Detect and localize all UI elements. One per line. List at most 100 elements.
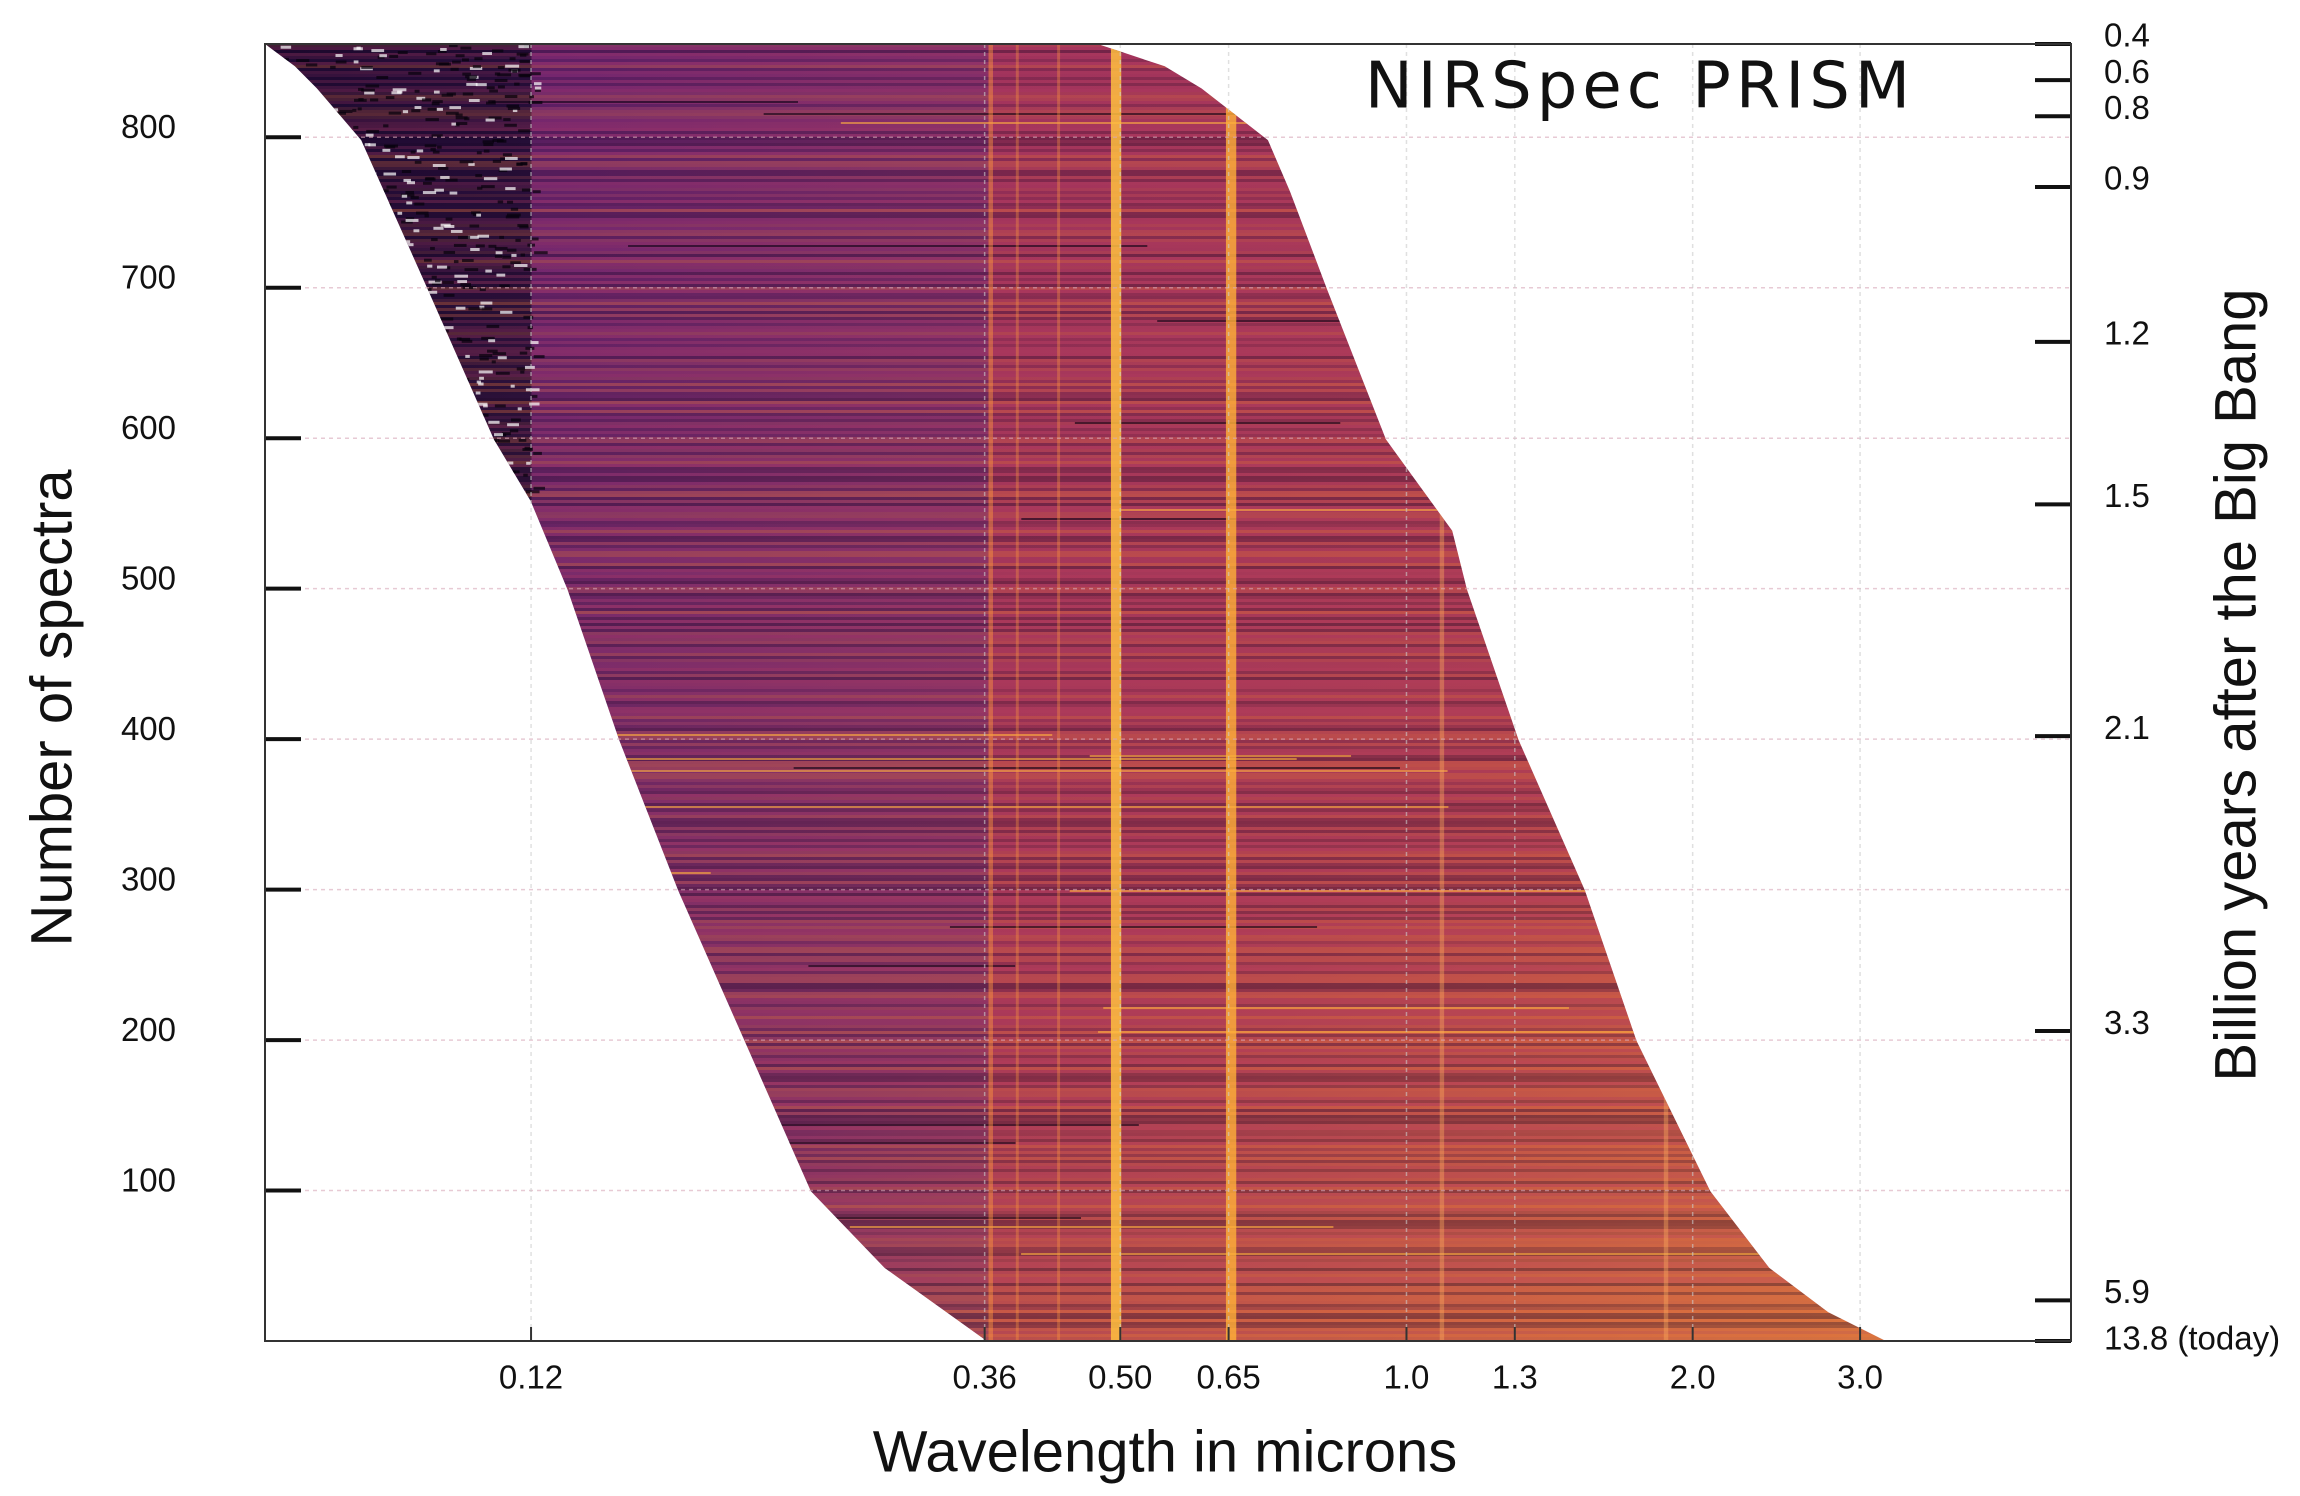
heatmap-speck (344, 409, 359, 413)
heatmap-speck (332, 256, 347, 260)
heatmap-speck (464, 268, 479, 272)
heatmap-speck (277, 582, 283, 586)
heatmap-speck (414, 106, 422, 110)
heatmap-speck (432, 163, 446, 167)
heatmap-speck (479, 357, 489, 361)
heatmap-speck (300, 313, 307, 317)
heatmap-row (265, 299, 1888, 302)
heatmap-speck (482, 592, 490, 596)
heatmap-speck (498, 479, 506, 483)
heatmap-speck (354, 360, 366, 364)
heatmap-speck (491, 494, 500, 498)
heatmap-row (265, 557, 1888, 560)
heatmap-row (265, 377, 1888, 380)
heatmap-speck (378, 580, 384, 584)
heatmap-speck (420, 470, 427, 474)
heatmap-row (265, 323, 1888, 326)
heatmap-speck (326, 370, 334, 374)
heatmap-row (265, 1157, 1888, 1160)
heatmap-speck (427, 623, 441, 627)
heatmap-row (265, 1028, 1888, 1031)
heatmap-speck (331, 375, 345, 379)
heatmap-row (265, 1208, 1888, 1211)
heatmap-speck (340, 257, 350, 261)
heatmap-speck (300, 280, 308, 284)
heatmap-row (265, 308, 1888, 311)
heatmap-speck (494, 246, 508, 250)
heatmap-speck (471, 473, 485, 477)
heatmap-row (265, 368, 1888, 371)
heatmap-speck (399, 536, 408, 540)
heatmap-speck (451, 122, 457, 126)
heatmap-speck (492, 49, 504, 53)
heatmap-row (265, 515, 1888, 518)
heatmap-speck (485, 118, 495, 122)
heatmap-speck (379, 54, 387, 58)
heatmap-row (265, 260, 1888, 263)
heatmap-speck (353, 494, 367, 498)
heatmap-speck (529, 402, 540, 406)
heatmap-row (265, 524, 1888, 527)
heatmap-speck (475, 83, 487, 87)
heatmap-speck (461, 549, 471, 553)
heatmap-speck (446, 609, 453, 613)
y2-tick-label: 0.9 (2104, 160, 2150, 197)
heatmap-speck (462, 72, 471, 76)
heatmap-speck (519, 60, 530, 64)
heatmap-speck (332, 309, 344, 313)
heatmap-speck (360, 484, 366, 488)
heatmap-speck (437, 50, 447, 54)
heatmap-row (265, 380, 1888, 383)
heatmap-speck (326, 381, 332, 385)
heatmap-speck (274, 143, 284, 147)
heatmap-speck (509, 510, 522, 514)
heatmap-row (265, 413, 1888, 416)
heatmap-row (265, 1190, 1888, 1193)
heatmap-speck (327, 336, 338, 340)
heatmap-speck (292, 623, 303, 627)
heatmap-speck (462, 92, 474, 96)
heatmap-speck (283, 642, 293, 646)
heatmap-speck (296, 157, 302, 161)
heatmap-row (265, 539, 1888, 542)
heatmap-speck (479, 288, 486, 292)
heatmap-speck (379, 206, 388, 210)
heatmap-speck (403, 297, 416, 301)
heatmap-speck (344, 567, 355, 571)
heatmap-speck (322, 248, 334, 252)
heatmap-speck (488, 116, 502, 120)
heatmap-speck (494, 487, 505, 491)
heatmap-row (265, 485, 1888, 488)
plot-frame (264, 43, 2072, 1342)
heatmap-speck (387, 357, 399, 361)
heatmap-speck (456, 374, 463, 378)
heatmap-speck (506, 213, 521, 217)
heatmap-speck (389, 484, 395, 488)
heatmap-row (265, 584, 1888, 587)
heatmap-speck (424, 144, 437, 148)
heatmap-speck (423, 379, 433, 383)
heatmap-speck (275, 193, 285, 197)
heatmap-speck (485, 565, 497, 569)
heatmap-row (265, 347, 1888, 350)
heatmap-row (265, 419, 1888, 422)
heatmap-speck (418, 461, 428, 465)
heatmap-speck (320, 271, 335, 275)
heatmap-speck (274, 363, 281, 367)
heatmap-speck (494, 404, 506, 408)
heatmap-row (265, 449, 1888, 452)
heatmap-speck (299, 456, 311, 460)
x-tick-label: 0.65 (1196, 1359, 1260, 1396)
heatmap-speck (534, 82, 542, 86)
heatmap-speck (352, 108, 357, 112)
heatmap-speck (442, 403, 456, 407)
heatmap-row (265, 1316, 1888, 1319)
heatmap-row-strong (1089, 755, 1352, 757)
heatmap-speck (343, 451, 356, 455)
heatmap-speck (488, 100, 496, 104)
heatmap-speck (309, 248, 318, 252)
heatmap-row (265, 1058, 1888, 1061)
heatmap-speck (302, 489, 313, 493)
heatmap-row (265, 230, 1888, 233)
heatmap-speck (314, 171, 327, 175)
